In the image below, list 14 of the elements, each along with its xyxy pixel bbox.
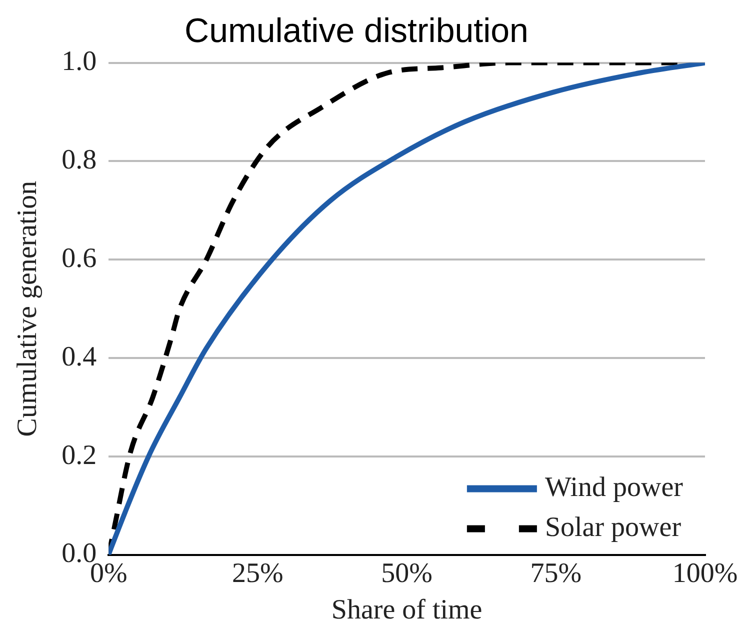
y-tick-label: 0.8: [62, 144, 97, 176]
y-tick-label: 0.4: [62, 341, 97, 372]
x-tick-label: 25%: [232, 558, 284, 589]
x-tick-label: 100%: [672, 558, 738, 589]
y-tick-label: 0.6: [62, 242, 97, 274]
chart-title: Cumulative distribution: [184, 12, 528, 50]
legend-label: Solar power: [544, 512, 682, 544]
x-axis-title: Share of time: [331, 594, 482, 626]
legend-label: Wind power: [544, 472, 684, 504]
y-tick-label: 0.2: [62, 440, 97, 471]
y-axis-title: Cumulative generation: [12, 180, 44, 437]
y-tick-label: 1.0: [62, 46, 97, 78]
x-tick-label: 50%: [381, 558, 432, 589]
x-tick-label: 75%: [530, 558, 582, 589]
